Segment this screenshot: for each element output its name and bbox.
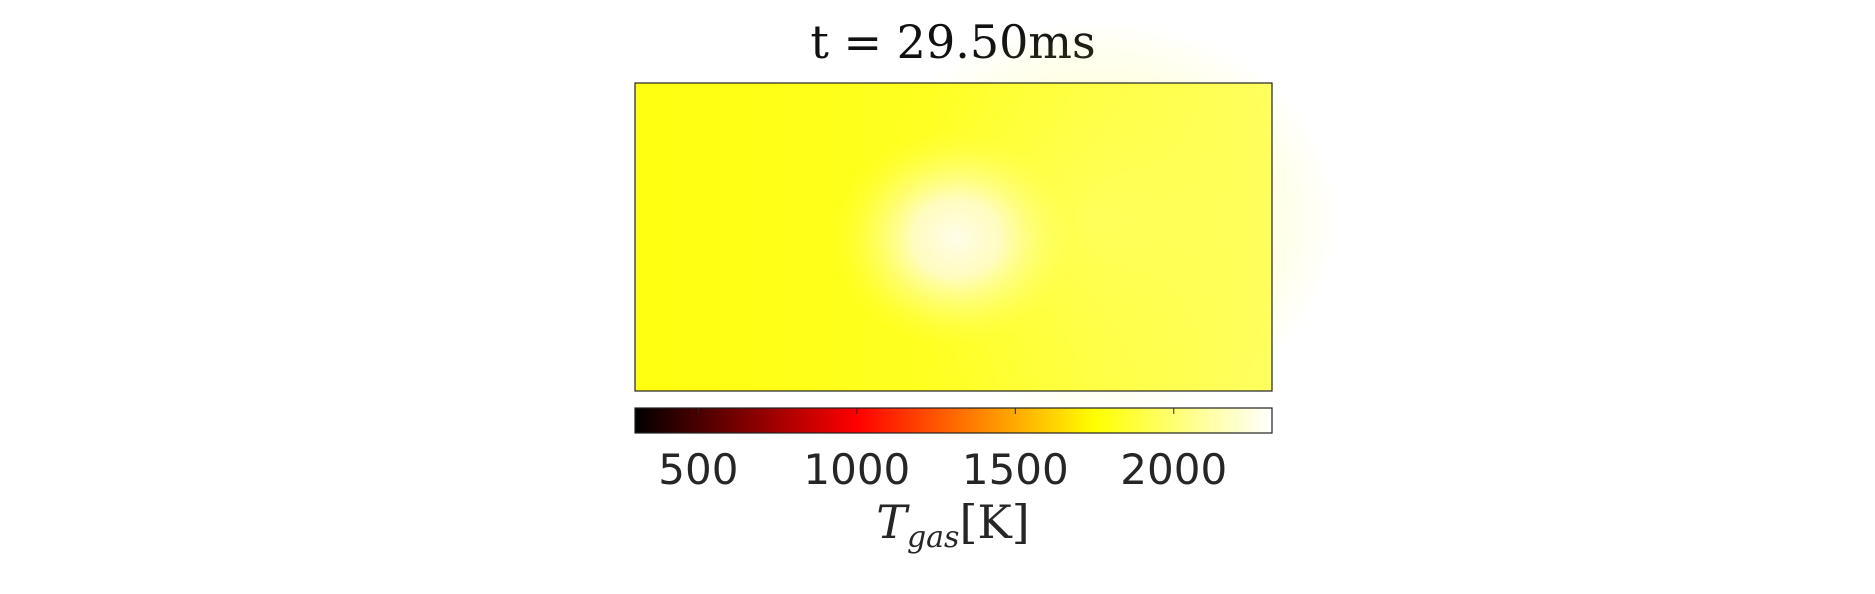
colorbar: 500 1000 1500 2000 Tgas[K] bbox=[634, 407, 1273, 555]
field-hot-spot bbox=[830, 127, 1080, 347]
colorbar-tick-label: 1000 bbox=[803, 445, 910, 494]
colorbar-tick-label: 500 bbox=[658, 445, 738, 494]
colorbar-label-main: T bbox=[876, 495, 910, 549]
field-frame bbox=[634, 82, 1273, 392]
colorbar-tick-label: 1500 bbox=[962, 445, 1069, 494]
colorbar-label: Tgas[K] bbox=[876, 495, 1029, 555]
colorbar-label-sub: gas bbox=[907, 520, 960, 555]
colorbar-label-unit: [K] bbox=[959, 495, 1029, 549]
colorbar-bar bbox=[634, 407, 1273, 434]
colorbar-tick-label: 2000 bbox=[1120, 445, 1227, 494]
temperature-field bbox=[634, 20, 1340, 420]
colorbar-ticks bbox=[697, 408, 1175, 414]
colorbar-tick-labels: 500 1000 1500 2000 bbox=[658, 445, 1227, 494]
